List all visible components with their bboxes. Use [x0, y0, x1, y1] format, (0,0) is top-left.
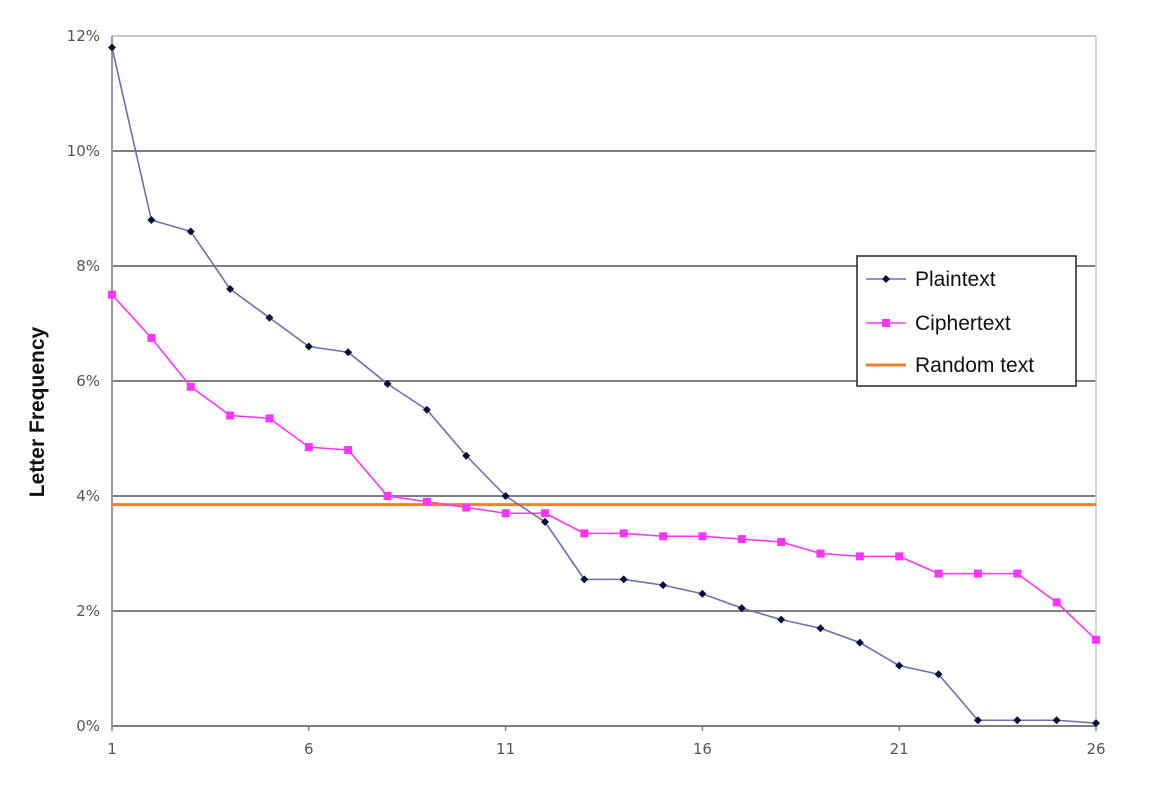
- data-point-ciphertext-18: [777, 538, 786, 546]
- data-point-plaintext-14: [619, 575, 628, 584]
- data-point-plaintext-18: [777, 615, 786, 624]
- axes: [111, 36, 1096, 727]
- data-point-ciphertext-9: [422, 497, 431, 506]
- series-lines: [108, 43, 1100, 728]
- data-point-ciphertext-4: [226, 411, 235, 420]
- legend-marker: [882, 319, 890, 327]
- data-point-plaintext-15: [659, 581, 668, 590]
- data-point-ciphertext-11: [501, 509, 510, 518]
- data-point-ciphertext-14: [619, 529, 628, 538]
- data-point-ciphertext-3: [186, 382, 195, 391]
- data-point-plaintext-12: [540, 517, 549, 526]
- data-point-plaintext-17: [737, 604, 746, 613]
- data-point-plaintext-9: [422, 405, 431, 414]
- data-point-ciphertext-16: [698, 532, 707, 541]
- data-point-plaintext-3: [186, 227, 195, 236]
- data-point-ciphertext-12: [540, 509, 549, 518]
- legend-label: Ciphertext: [915, 312, 1011, 335]
- y-axis-title: Letter Frequency: [26, 326, 49, 497]
- data-point-plaintext-8: [383, 379, 392, 388]
- data-point-plaintext-22: [934, 670, 943, 679]
- data-point-plaintext-7: [344, 348, 353, 357]
- gridlines: [112, 35, 1097, 726]
- data-point-ciphertext-6: [304, 443, 313, 452]
- y-tick-label: 2%: [76, 602, 100, 620]
- legend: Plaintext Ciphertext Random text: [856, 255, 1077, 387]
- x-tick-label: 6: [304, 740, 314, 758]
- data-point-ciphertext-26: [1092, 635, 1100, 644]
- data-point-ciphertext-25: [1052, 598, 1061, 607]
- y-tick-labels: 0% 2% 4% 6% 8% 10% 12%: [67, 27, 100, 735]
- data-point-plaintext-16: [698, 589, 707, 598]
- data-point-plaintext-19: [816, 624, 825, 633]
- data-point-ciphertext-10: [462, 503, 471, 512]
- data-point-plaintext-24: [1013, 716, 1022, 725]
- y-tick-label: 4%: [76, 487, 100, 505]
- data-point-plaintext-25: [1052, 716, 1061, 725]
- data-point-plaintext-26: [1092, 719, 1100, 728]
- series-line-plaintext: [111, 47, 1097, 724]
- x-tick-label: 16: [693, 740, 712, 758]
- data-point-plaintext-1: [108, 43, 116, 52]
- x-tick-label: 11: [496, 740, 515, 758]
- series-line-ciphertext: [111, 294, 1097, 641]
- y-tick-label: 10%: [67, 142, 100, 160]
- data-point-ciphertext-1: [108, 290, 116, 299]
- y-tick-label: 12%: [67, 27, 100, 45]
- x-tick-label: 26: [1086, 740, 1105, 758]
- data-point-ciphertext-23: [973, 569, 982, 578]
- data-point-plaintext-13: [580, 575, 589, 584]
- data-point-ciphertext-24: [1013, 569, 1022, 578]
- data-point-ciphertext-7: [344, 446, 353, 454]
- x-tick-labels: 1 6 11 16 21 26: [107, 726, 1106, 758]
- data-point-ciphertext-5: [265, 414, 274, 423]
- legend-item-plaintext: Plaintext: [866, 268, 996, 291]
- data-point-ciphertext-17: [737, 535, 746, 544]
- data-point-ciphertext-13: [580, 529, 589, 538]
- legend-item-random-text: Random text: [866, 354, 1034, 377]
- data-point-ciphertext-2: [147, 333, 156, 342]
- legend-label: Random text: [915, 354, 1034, 377]
- data-point-plaintext-5: [265, 313, 274, 322]
- data-point-ciphertext-8: [383, 492, 392, 500]
- data-point-plaintext-21: [895, 661, 904, 670]
- legend-item-ciphertext: Ciphertext: [866, 312, 1011, 335]
- legend-marker: [882, 275, 890, 283]
- data-point-ciphertext-20: [855, 552, 864, 561]
- x-tick-label: 1: [107, 740, 117, 758]
- legend-items: Plaintext Ciphertext Random text: [866, 268, 1034, 377]
- data-point-ciphertext-19: [816, 549, 825, 558]
- y-tick-label: 6%: [76, 372, 100, 390]
- data-point-ciphertext-21: [895, 552, 904, 561]
- data-point-ciphertext-15: [659, 532, 668, 541]
- y-tick-label: 8%: [76, 257, 100, 275]
- data-point-plaintext-23: [973, 716, 982, 725]
- data-point-plaintext-20: [855, 638, 864, 647]
- data-point-plaintext-11: [501, 492, 510, 500]
- data-point-plaintext-4: [226, 285, 235, 293]
- y-tick-label: 0%: [76, 717, 100, 735]
- data-point-ciphertext-22: [934, 569, 943, 578]
- series-ciphertext: [108, 290, 1100, 644]
- data-point-plaintext-10: [462, 451, 471, 460]
- series-plaintext: [108, 43, 1100, 728]
- legend-label: Plaintext: [915, 268, 996, 291]
- data-point-plaintext-6: [304, 342, 313, 351]
- x-tick-label: 21: [890, 740, 909, 758]
- data-point-plaintext-2: [147, 216, 156, 224]
